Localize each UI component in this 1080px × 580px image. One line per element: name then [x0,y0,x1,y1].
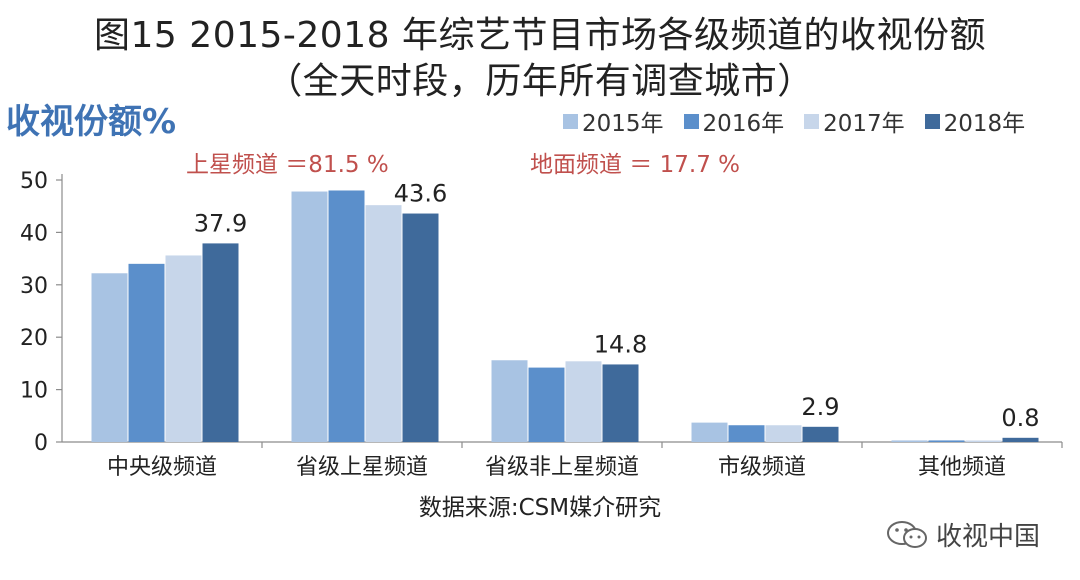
legend-item-2015: 2015年 [563,104,664,138]
legend-swatch-2018 [924,113,940,129]
chart-subtitle: （全天时段，历年所有调查城市） [266,61,814,102]
bar [202,243,239,442]
bar [365,205,402,442]
y-tick-label: 50 [20,169,48,194]
legend-swatch-2015 [563,113,578,129]
legend-item-2016: 2016年 [683,104,785,138]
legend: 2015年 2016年 2017年 2018年 [563,104,1025,138]
ground-share-annotation: 地面频道 ＝ 17.7 % [530,152,740,178]
legend-label-2017: 2017年 [823,111,905,137]
bar [691,422,728,442]
bar [291,191,328,442]
legend-swatch-2016 [683,113,699,129]
legend-item-2017: 2017年 [804,104,905,138]
x-tick-label: 省级非上星频道 [485,455,639,480]
bar [728,425,765,442]
y-tick-label: 20 [20,326,48,351]
bar-chart: 0 10 20 30 40 50 中央级频道 省级上星频道 省级非上星频道 市级频道 其他频道 37.… [20,169,1063,480]
y-axis-title: 收视份额% [6,102,177,142]
watermark: 收视中国 [886,516,1040,553]
satellite-share-annotation: 上星频道 ＝81.5 % [186,152,389,178]
legend-item-2018: 2018年 [924,104,1026,138]
bar [128,263,165,442]
data-label: 43.6 [394,180,447,208]
data-label: 14.8 [594,330,647,358]
bar [565,361,602,442]
x-tick-label: 中央级频道 [107,455,217,480]
y-tick-label: 40 [20,221,48,246]
watermark-text: 收视中国 [936,522,1041,552]
legend-label-2018: 2018年 [943,111,1026,137]
data-source: 数据来源:CSM媒介研究 [418,495,662,521]
x-tick-label: 其他频道 [918,455,1006,480]
legend-label-2015: 2015年 [582,111,664,137]
data-label: 37.9 [194,209,247,237]
chart-title: 图15 2015-2018 年综艺节目市场各级频道的收视份额 [94,15,986,56]
wechat-icon [887,520,927,548]
data-label: 0.8 [1001,404,1039,432]
bar [965,440,1002,442]
y-tick-label: 10 [20,379,48,404]
y-tick-label: 0 [34,431,48,456]
bar [328,190,365,442]
bar [528,367,565,442]
bar [491,360,528,442]
legend-swatch-2017 [804,113,820,129]
bar [91,273,128,442]
bar [602,364,639,442]
bar [891,440,928,442]
y-tick-label: 30 [20,274,48,299]
x-tick-label: 市级频道 [718,455,806,480]
bar [1002,437,1039,442]
x-tick-label: 省级上星频道 [296,455,428,480]
bar [165,255,202,442]
bar [765,425,802,442]
bar [402,213,439,442]
bar [928,440,965,442]
legend-label-2016: 2016年 [702,111,785,137]
data-label: 2.9 [801,393,839,421]
bar [802,426,839,442]
